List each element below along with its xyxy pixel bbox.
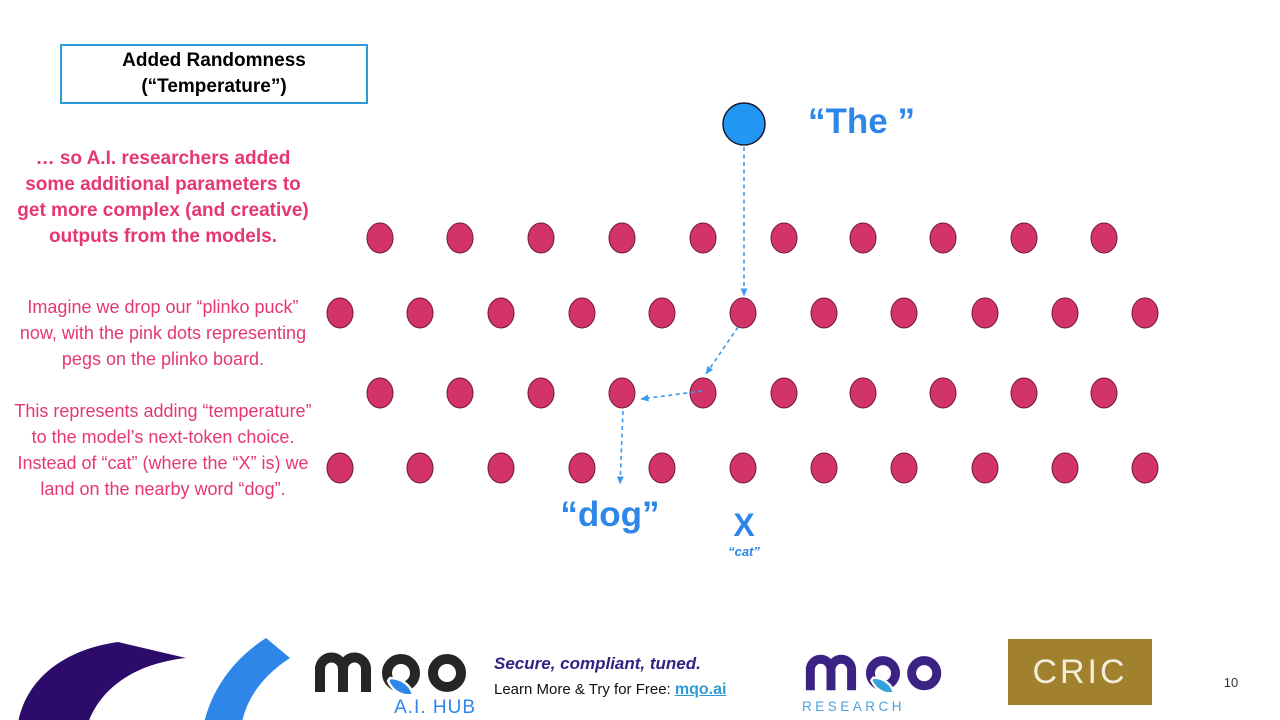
mqo-ai-link[interactable]: mqo.ai <box>674 681 727 698</box>
peg-dot <box>446 377 474 409</box>
mqo-aihub-logo: A.I. HUB <box>306 636 478 719</box>
peg-dot <box>971 452 999 484</box>
token-label-the: “The ” <box>808 102 915 141</box>
peg-dot <box>487 297 515 329</box>
peg-dot <box>810 452 838 484</box>
peg-dot <box>648 297 676 329</box>
corner-swoosh-graphic <box>18 638 290 720</box>
page-number: 10 <box>1223 675 1239 690</box>
peg-dot <box>729 297 757 329</box>
peg-dot <box>1090 377 1118 409</box>
letter-m <box>805 654 857 691</box>
puck-circle <box>722 102 766 146</box>
peg-dot <box>1090 222 1118 254</box>
cric-label: CRIC <box>1032 652 1128 691</box>
peg-dot <box>810 297 838 329</box>
cta-prefix: Learn More & Try for Free: <box>494 681 675 698</box>
peg-dot <box>326 452 354 484</box>
peg-dot <box>689 377 717 409</box>
peg-dot <box>648 452 676 484</box>
peg-dot <box>1010 377 1038 409</box>
narrative-paragraph-3: This represents adding “temperature” to … <box>14 401 312 499</box>
peg-dot <box>608 222 636 254</box>
peg-dot <box>366 377 394 409</box>
peg-dot <box>1051 297 1079 329</box>
letter-m <box>315 652 371 692</box>
swoosh-blue-arc <box>204 638 290 720</box>
footer-tagline: Secure, compliant, tuned. Learn More & T… <box>494 654 734 699</box>
mqo-research-wordmark <box>805 654 942 695</box>
peg-dot <box>770 222 798 254</box>
peg-dot <box>929 222 957 254</box>
plinko-puck <box>722 102 766 146</box>
peg-dot <box>406 297 434 329</box>
peg-dot <box>849 377 877 409</box>
narrative-paragraph-2: Imagine we drop our “plinko puck” now, w… <box>19 297 307 369</box>
peg-dot <box>689 222 717 254</box>
peg-dot <box>406 452 434 484</box>
peg-dot <box>1051 452 1079 484</box>
mqo-research-logo: RESEARCH <box>798 640 962 714</box>
slide-title-line2: (“Temperature”) <box>141 76 287 97</box>
token-label-dog: “dog” <box>560 495 660 534</box>
peg-dot <box>849 222 877 254</box>
cta-line: Learn More & Try for Free: mqo.ai <box>494 681 734 699</box>
peg-dot <box>1131 452 1159 484</box>
peg-dot <box>929 377 957 409</box>
cric-logo: CRIC <box>1008 639 1152 705</box>
peg-grid <box>326 222 1159 484</box>
peg-dot <box>527 222 555 254</box>
peg-dot <box>608 377 636 409</box>
dashed-path-arrow <box>616 410 624 485</box>
tagline-headline: Secure, compliant, tuned. <box>494 654 701 673</box>
peg-dot <box>770 377 798 409</box>
peg-dot <box>729 452 757 484</box>
peg-dot <box>971 297 999 329</box>
mqo-wordmark <box>315 652 466 697</box>
research-sublabel: RESEARCH <box>802 699 906 714</box>
letter-o <box>428 654 466 692</box>
peg-dot <box>487 452 515 484</box>
dashed-path-arrow <box>640 390 703 402</box>
slide-title-box: Added Randomness (“Temperature”) <box>60 44 368 104</box>
peg-dot <box>890 297 918 329</box>
peg-dot <box>1010 222 1038 254</box>
peg-dot <box>527 377 555 409</box>
peg-dot <box>568 452 596 484</box>
x-marker: X <box>733 507 755 543</box>
path-arrows <box>616 147 748 485</box>
narrative-paragraph-1: … so A.I. researchers added some additio… <box>17 148 309 247</box>
letter-o <box>907 656 942 691</box>
dashed-path-arrow <box>705 326 739 375</box>
peg-dot <box>1131 297 1159 329</box>
peg-dot <box>446 222 474 254</box>
peg-dot <box>326 297 354 329</box>
token-label-cat: “cat” <box>728 544 760 559</box>
aihub-sublabel: A.I. HUB <box>394 697 476 718</box>
peg-dot <box>568 297 596 329</box>
narrative-column: … so A.I. researchers added some additio… <box>12 146 314 502</box>
peg-dot <box>890 452 918 484</box>
swoosh-dark-arc <box>18 642 186 720</box>
peg-dot <box>366 222 394 254</box>
slide-title-line1: Added Randomness <box>122 50 306 71</box>
